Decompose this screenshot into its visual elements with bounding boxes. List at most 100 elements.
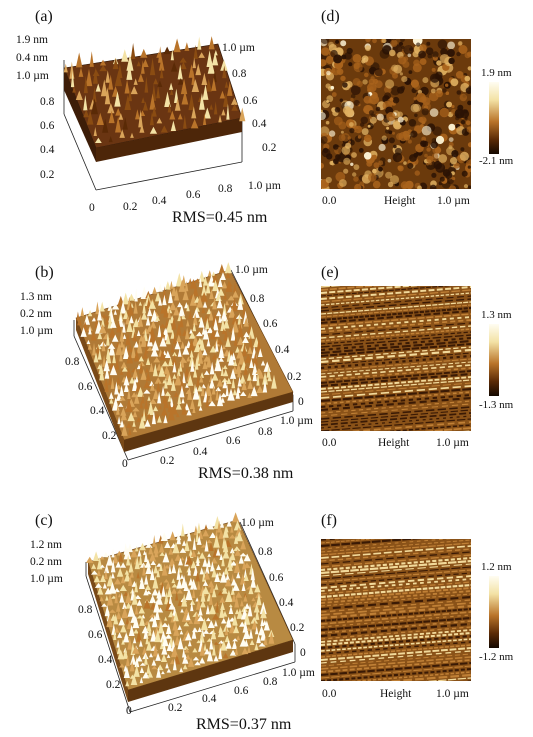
surface-spike <box>233 359 238 366</box>
surface-spike <box>118 663 125 668</box>
surface-spike <box>219 596 226 603</box>
surface-spike <box>216 378 224 387</box>
x-tick-a-0: 0.2 <box>123 201 138 213</box>
surface-spike <box>177 393 182 405</box>
surface-spike <box>207 274 216 287</box>
height-map-stripe <box>321 415 471 429</box>
height-map-grain <box>350 85 361 96</box>
height-map-grain <box>360 116 368 125</box>
panel-label-e: (e) <box>321 264 339 281</box>
height-map-grain <box>454 108 465 119</box>
surface-spike <box>99 301 105 312</box>
surface-spike <box>189 398 195 409</box>
height-map-grain <box>378 166 383 172</box>
surface-spike <box>262 379 268 393</box>
right-tick-b-2: 0.4 <box>275 344 290 356</box>
surface-spike <box>187 565 191 576</box>
surface-spike <box>177 302 183 308</box>
surface-spike <box>134 376 139 383</box>
surface-spike <box>240 540 247 550</box>
surface-spike <box>218 357 225 362</box>
surface-spike <box>229 649 237 656</box>
surface-spike <box>138 576 145 590</box>
height-map-stripe <box>321 575 471 589</box>
surface-spike <box>189 578 198 590</box>
surface-spike <box>214 572 221 583</box>
surface-spike <box>126 620 133 630</box>
surface-spike <box>126 554 131 566</box>
height-map-grain <box>365 45 371 52</box>
surface-spike <box>174 635 181 646</box>
surface-spike <box>225 384 229 397</box>
surface-spike <box>138 362 144 374</box>
surface-spike <box>155 315 160 321</box>
surface-spike <box>128 86 132 102</box>
surface-spike <box>139 615 146 626</box>
surface-spike <box>229 551 236 561</box>
height-map-grain <box>397 111 403 118</box>
surface-spike <box>192 57 196 69</box>
surface-spike <box>200 599 206 608</box>
surface-spike <box>197 352 204 364</box>
surface-spike <box>190 601 194 612</box>
surface-spike <box>199 630 205 643</box>
surface-spike <box>157 324 162 338</box>
surface-spike <box>142 652 149 660</box>
surface-spike <box>128 561 134 573</box>
surface-spike <box>162 552 170 563</box>
height-map-grain <box>368 173 377 182</box>
surface-spike <box>120 411 127 421</box>
surface-spike <box>111 548 115 558</box>
surface-spike <box>193 45 198 59</box>
height-map-grain <box>340 130 344 134</box>
map-x-title-e: Height <box>378 437 410 449</box>
surface-spike <box>233 335 238 346</box>
surface-spike <box>233 281 237 293</box>
surface-spike <box>163 304 169 318</box>
surface-spike <box>114 70 123 87</box>
surface-spike <box>105 595 109 601</box>
height-map-stripe <box>321 309 471 325</box>
height-map-stripe <box>321 412 471 426</box>
surface-spike <box>235 386 240 399</box>
map-x-end-e: 1.0 µm <box>436 437 469 449</box>
y-tick-a-2: 0.4 <box>40 144 55 156</box>
surface-spike <box>232 290 239 298</box>
height-map-grain <box>448 57 455 65</box>
surface-spike <box>173 392 179 398</box>
surface-spike <box>153 600 160 613</box>
height-map-stripe <box>321 301 471 315</box>
surface-spike <box>133 629 139 634</box>
surface-spike <box>221 377 229 383</box>
surface-spike <box>138 301 143 306</box>
height-map-grain <box>434 147 442 154</box>
surface-spike <box>156 381 161 392</box>
height-map-grain <box>400 39 405 42</box>
surface-spike <box>115 602 121 612</box>
surface-spike <box>93 126 97 136</box>
surface-spike <box>127 412 135 422</box>
height-map-stripe <box>321 590 471 604</box>
height-map-grain <box>450 78 459 87</box>
surface-spike <box>151 588 159 596</box>
surface-spike <box>164 391 172 397</box>
surface-spike <box>173 625 180 636</box>
surface-spike <box>189 350 194 358</box>
y-tick-a-0: 0.8 <box>40 96 55 108</box>
surface-spike <box>125 602 132 609</box>
surface-spike <box>178 361 183 372</box>
surface-spike <box>225 272 231 278</box>
height-map-grain <box>369 69 375 75</box>
surface-spike <box>98 324 107 334</box>
surface-spike <box>117 632 123 638</box>
surface-spike <box>144 76 149 93</box>
surface-spike <box>216 520 222 533</box>
right-tick-c-4: 0 <box>300 647 306 659</box>
surface-spike <box>182 345 190 355</box>
height-map-stripe <box>321 634 471 650</box>
surface-spike <box>100 316 105 327</box>
height-map-stripe <box>321 289 471 303</box>
surface-spike <box>138 639 143 647</box>
height-map-grain <box>451 150 459 158</box>
